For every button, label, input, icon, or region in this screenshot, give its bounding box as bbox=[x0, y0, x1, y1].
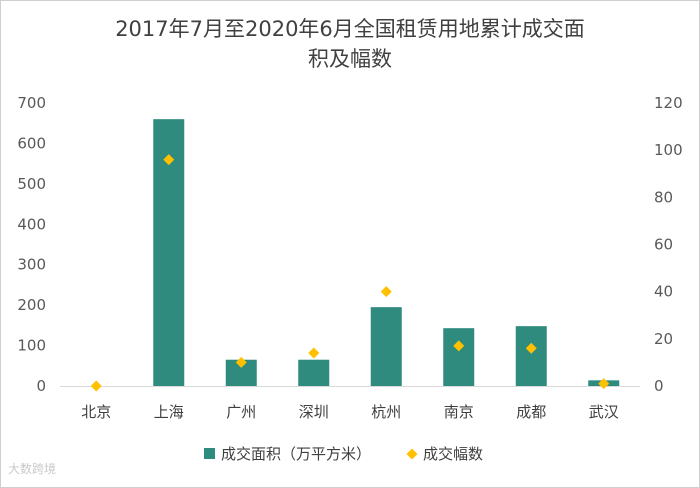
legend-label-area: 成交面积（万平方米） bbox=[221, 445, 371, 463]
right-axis-tick-1: 20 bbox=[654, 330, 673, 348]
legend-swatch-area bbox=[204, 448, 215, 459]
left-axis-tick-7: 700 bbox=[17, 94, 46, 112]
chart-title: 2017年7月至2020年6月全国租赁用地累计成交面 积及幅数 bbox=[0, 14, 700, 74]
point-1 bbox=[163, 154, 175, 166]
category-label-6: 成都 bbox=[516, 403, 546, 421]
left-axis-tick-2: 200 bbox=[17, 296, 46, 314]
right-axis-tick-0: 0 bbox=[654, 377, 664, 395]
point-3 bbox=[308, 347, 320, 359]
point-2 bbox=[235, 356, 247, 368]
right-axis-tick-6: 120 bbox=[654, 94, 683, 112]
bar-4 bbox=[370, 307, 402, 386]
point-7 bbox=[598, 378, 610, 390]
category-label-0: 北京 bbox=[81, 403, 111, 421]
category-label-2: 广州 bbox=[226, 403, 256, 421]
left-axis-tick-4: 400 bbox=[17, 215, 46, 233]
right-axis-tick-2: 40 bbox=[654, 283, 673, 301]
legend-label-count: 成交幅数 bbox=[423, 445, 483, 463]
category-label-4: 杭州 bbox=[371, 403, 401, 421]
left-axis-tick-6: 600 bbox=[17, 134, 46, 152]
category-label-7: 武汉 bbox=[589, 403, 619, 421]
chart-title-line-2: 积及幅数 bbox=[308, 47, 392, 71]
left-axis-tick-5: 500 bbox=[17, 175, 46, 193]
point-5 bbox=[453, 340, 465, 352]
category-label-5: 南京 bbox=[444, 403, 474, 421]
point-4 bbox=[380, 286, 392, 298]
point-0 bbox=[90, 380, 102, 392]
left-axis-tick-3: 300 bbox=[17, 256, 46, 274]
bar-5 bbox=[443, 328, 475, 386]
chart-title-line-1: 2017年7月至2020年6月全国租赁用地累计成交面 bbox=[115, 17, 585, 41]
right-axis-tick-5: 100 bbox=[654, 141, 683, 159]
category-label-3: 深圳 bbox=[299, 403, 329, 421]
bar-6 bbox=[515, 326, 547, 386]
left-axis-tick-0: 0 bbox=[36, 377, 46, 395]
right-axis-tick-3: 60 bbox=[654, 236, 673, 254]
category-label-1: 上海 bbox=[154, 403, 184, 421]
legend-swatch-count bbox=[406, 448, 418, 460]
watermark-logo: 大数跨境 bbox=[8, 462, 57, 476]
point-6 bbox=[525, 342, 537, 354]
bar-3 bbox=[298, 359, 330, 386]
left-axis-tick-1: 100 bbox=[17, 337, 46, 355]
right-axis-tick-4: 80 bbox=[654, 188, 673, 206]
